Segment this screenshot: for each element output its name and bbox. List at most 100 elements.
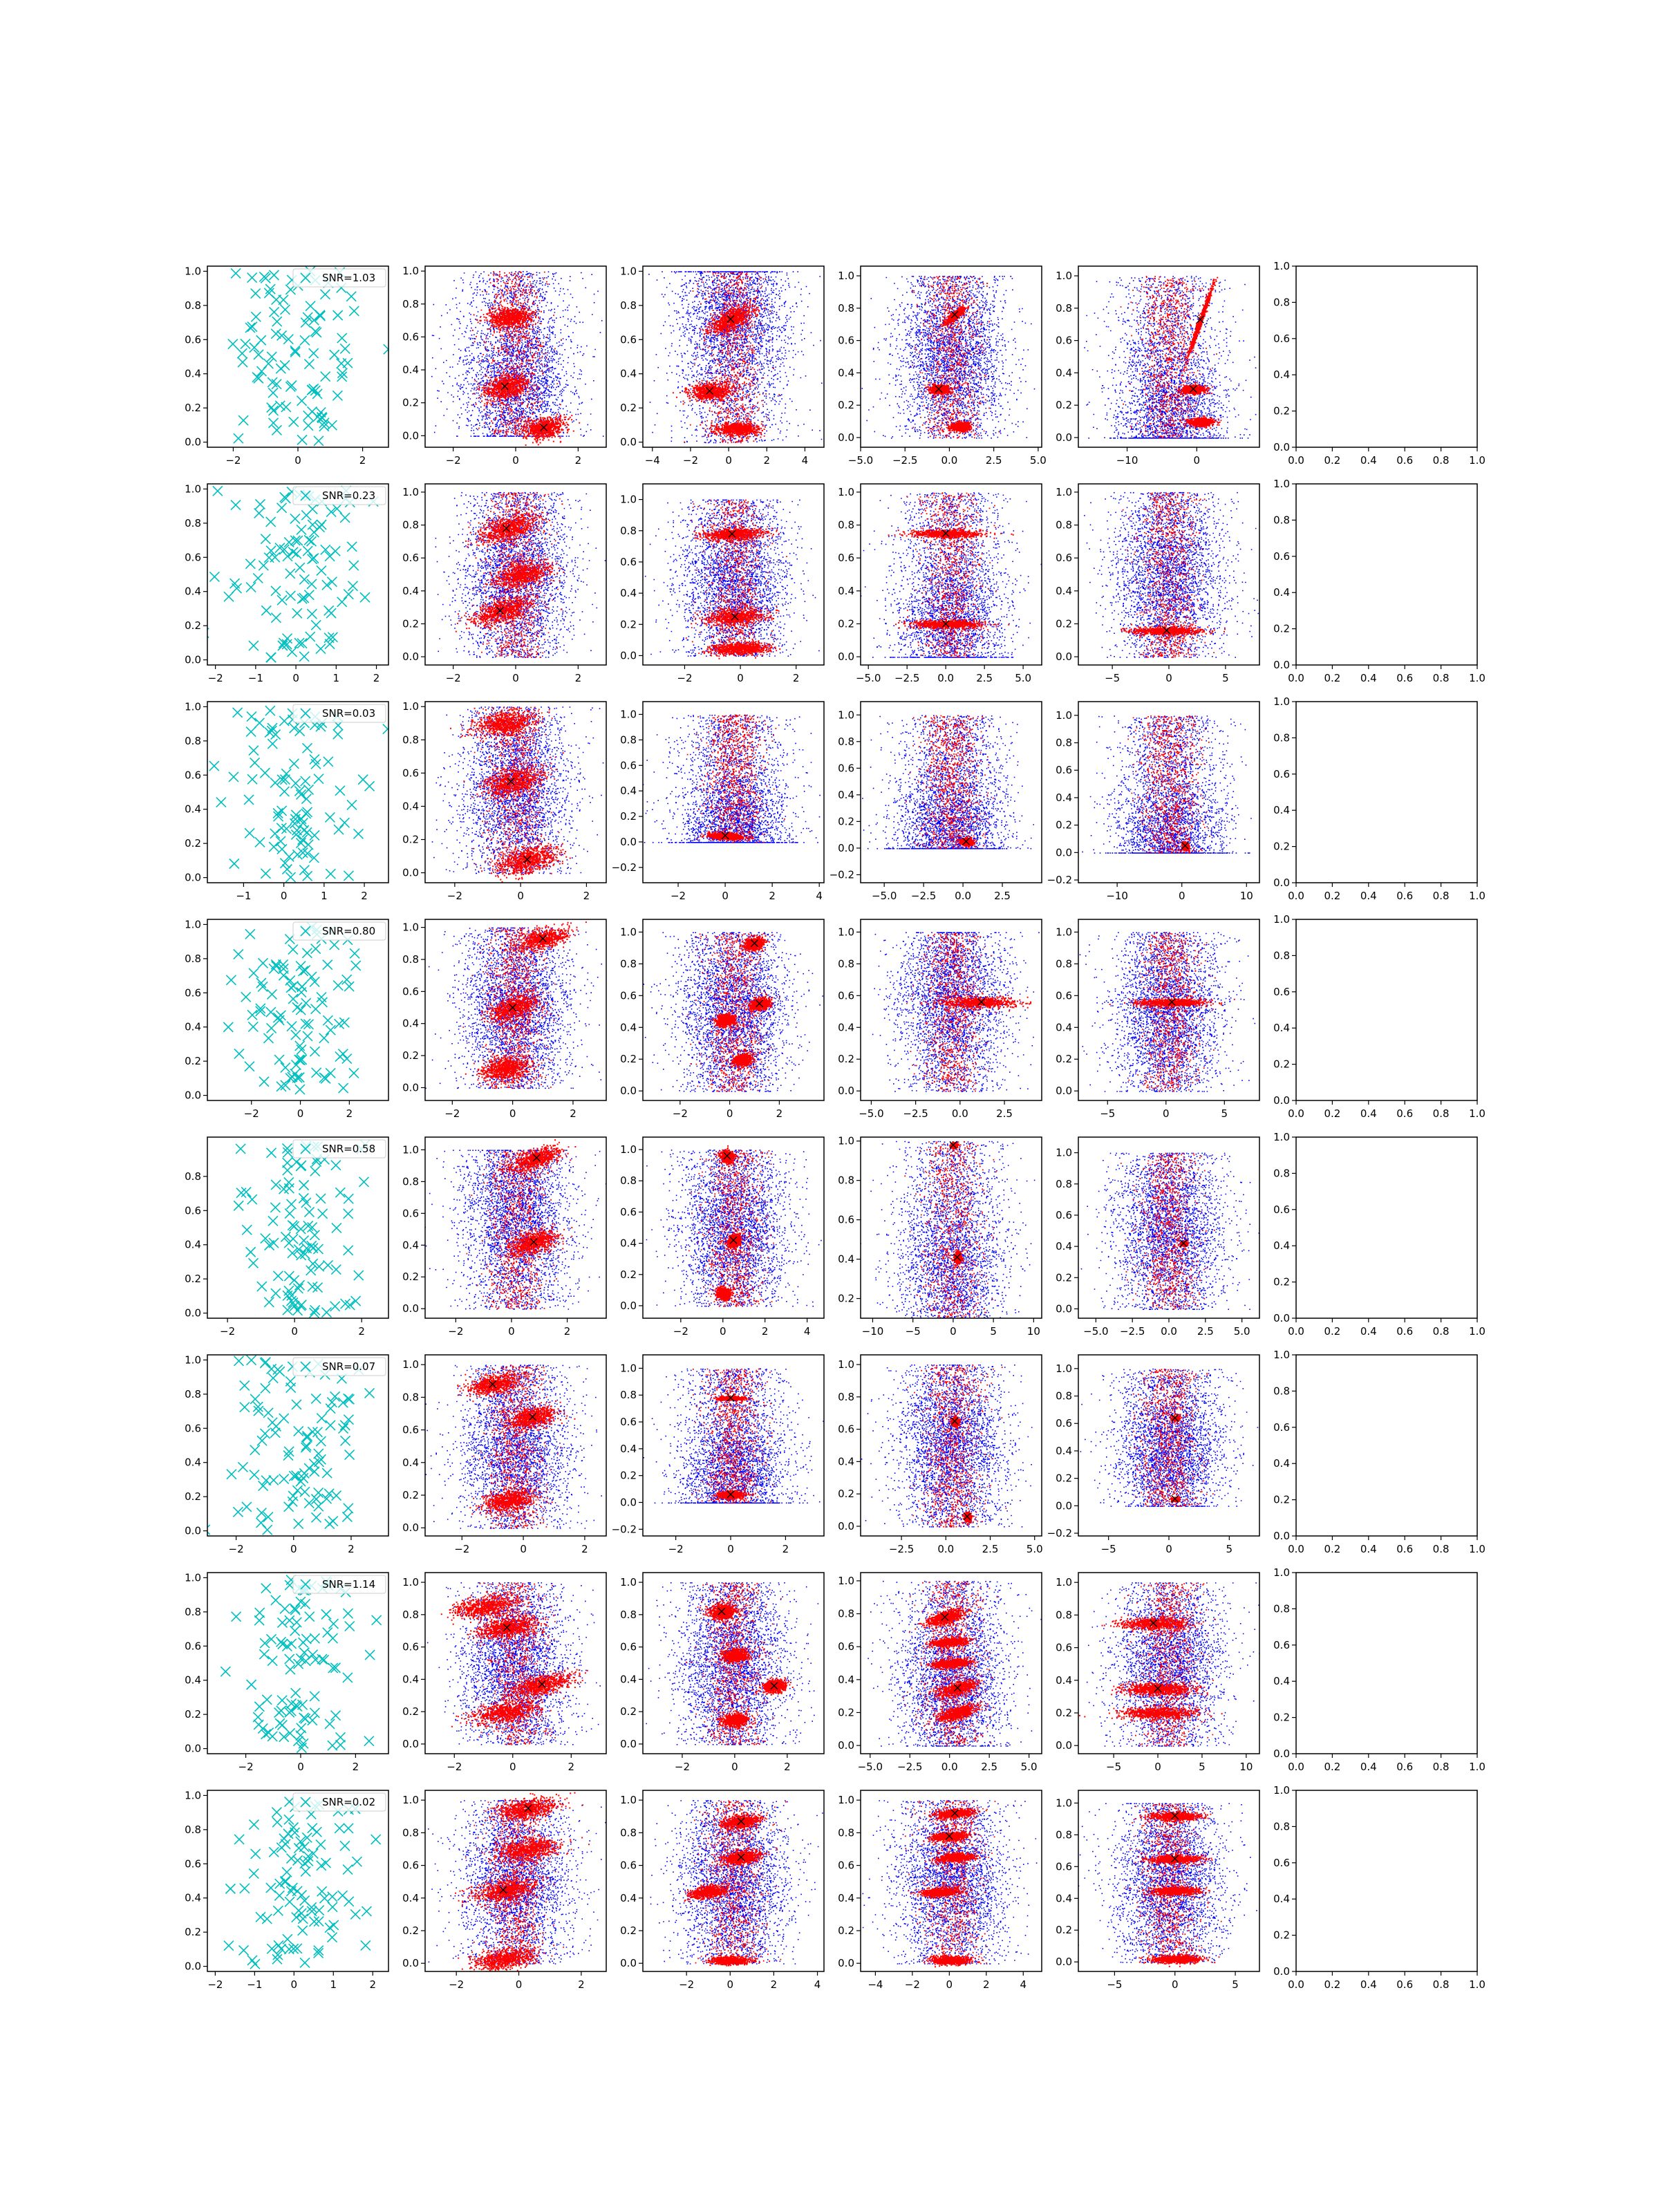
sample-x-marker — [277, 1618, 287, 1627]
x-tick-label: 0.2 — [1324, 1325, 1340, 1338]
sample-x-marker — [297, 1045, 306, 1055]
sample-x-marker — [301, 1714, 310, 1723]
red-points — [687, 715, 785, 843]
sample-x-marker — [340, 513, 350, 523]
x-tick-label: 0.8 — [1433, 1978, 1450, 1991]
sample-x-marker — [261, 534, 270, 544]
x-tick-label: −5 — [1106, 1761, 1121, 1773]
y-tick-label: 0.2 — [838, 1293, 854, 1305]
sample-x-marker — [328, 1517, 338, 1526]
sample-x-marker — [325, 812, 335, 822]
sample-x-marker — [331, 1711, 341, 1721]
y-tick-label: 0.0 — [838, 650, 854, 663]
sample-x-marker — [248, 1022, 258, 1031]
y-tick-label: 0.4 — [185, 803, 201, 816]
subplot-r4-c2: −2 0 20.00.20.40.60.81.0 — [402, 919, 619, 1120]
y-tick-label: 0.6 — [402, 767, 419, 779]
sample-x-marker — [327, 420, 337, 430]
sample-x-marker — [277, 503, 287, 513]
x-tick-label: 2.5 — [996, 1107, 1013, 1120]
sample-x-marker — [297, 525, 306, 534]
legend: SNR=1.14 — [293, 1575, 386, 1593]
sample-x-marker — [237, 348, 247, 358]
axes-frame — [1078, 1573, 1259, 1754]
sample-x-marker — [339, 818, 349, 827]
sample-x-marker — [358, 775, 368, 785]
x-tick-label: −2 — [668, 1543, 684, 1555]
sample-x-marker — [241, 992, 251, 1002]
sample-x-marker — [247, 712, 256, 722]
sample-x-marker — [274, 1891, 284, 1900]
y-tick-label: 0.8 — [620, 733, 637, 746]
x-tick-label: 0.0 — [941, 454, 958, 467]
x-tick-label: 4 — [814, 1978, 821, 1991]
x-tick-label: 5.0 — [1027, 1543, 1043, 1555]
sample-x-marker — [332, 1223, 341, 1232]
y-tick-label: 1.0 — [838, 709, 854, 721]
y-tick-label: 0.8 — [620, 1826, 637, 1839]
y-tick-label: 0.8 — [1273, 1602, 1290, 1615]
x-tick-label: 2 — [359, 454, 366, 467]
sample-x-marker — [301, 1443, 310, 1452]
axes-frame — [861, 702, 1042, 883]
y-tick-label: 0.0 — [185, 436, 201, 449]
y-tick-label: 0.0 — [402, 650, 419, 663]
y-tick-label: 0.8 — [1273, 514, 1290, 526]
sample-x-marker — [283, 1934, 292, 1944]
sample-x-marker — [306, 301, 315, 311]
y-tick-label: 1.0 — [185, 1353, 201, 1366]
subplot-r7-c4: −5.0 −2.5 0.0 2.5 5.00.00.20.40.60.81.0 — [838, 1573, 1051, 1773]
sample-x-marker — [249, 1868, 259, 1878]
sample-x-marker — [344, 1503, 353, 1513]
x-tick-label: 0.8 — [1433, 890, 1450, 902]
sample-x-marker — [266, 517, 276, 527]
sample-x-marker — [301, 510, 311, 520]
y-tick-label: 1.0 — [1056, 1797, 1072, 1809]
y-tick-label: 0.2 — [620, 1053, 637, 1065]
sample-x-marker — [286, 1383, 296, 1393]
sample-x-marker — [306, 632, 315, 641]
sample-x-marker — [256, 1508, 266, 1518]
sample-x-marker — [232, 1612, 241, 1622]
sample-x-marker — [316, 1194, 326, 1203]
x-tick-label: 0 — [290, 1543, 297, 1555]
sample-x-marker — [343, 1865, 353, 1875]
x-tick-label: −2 — [448, 1325, 463, 1338]
sample-x-marker — [263, 1408, 273, 1418]
y-tick-label: 0.8 — [185, 953, 201, 965]
y-tick-label: 0.6 — [838, 762, 854, 774]
y-tick-label: 0.6 — [402, 1641, 419, 1653]
sample-x-marker — [302, 743, 312, 753]
sample-x-marker — [340, 1421, 350, 1430]
sample-x-marker — [310, 977, 319, 986]
x-tick-label: 4 — [804, 1325, 811, 1338]
y-tick-label: 0.8 — [402, 1391, 419, 1403]
y-tick-label: 0.4 — [1056, 791, 1072, 804]
y-tick-label: 0.2 — [1273, 841, 1290, 853]
y-tick-label: 1.0 — [402, 486, 419, 498]
sample-x-marker — [333, 310, 343, 320]
x-tick-label: −2 — [447, 1761, 462, 1773]
sample-x-marker — [272, 1808, 281, 1817]
x-tick-label: 0.4 — [1360, 1761, 1377, 1773]
y-tick-label: 0.6 — [620, 556, 637, 568]
x-tick-label: 0.6 — [1396, 1543, 1413, 1555]
y-tick-label: 0.6 — [620, 759, 637, 771]
sample-x-marker — [239, 1945, 249, 1955]
x-tick-label: 1.0 — [1469, 454, 1485, 467]
x-tick-label: 5 — [1222, 672, 1229, 684]
sample-x-marker — [258, 958, 268, 968]
sample-x-marker — [290, 346, 300, 355]
sample-x-marker — [273, 1906, 283, 1915]
sample-x-marker — [337, 597, 347, 607]
y-tick-label: 0.4 — [185, 1892, 201, 1904]
sample-x-marker — [301, 776, 310, 786]
legend-label: SNR=0.07 — [322, 1360, 375, 1373]
y-tick-label: −0.2 — [830, 868, 854, 881]
x-tick-label: 0.8 — [1433, 1543, 1450, 1555]
y-tick-label: 0.2 — [1273, 623, 1290, 635]
red-points — [471, 271, 581, 446]
sample-x-marker — [297, 1300, 306, 1310]
sample-x-marker — [249, 1820, 259, 1830]
sample-x-marker — [299, 652, 309, 662]
